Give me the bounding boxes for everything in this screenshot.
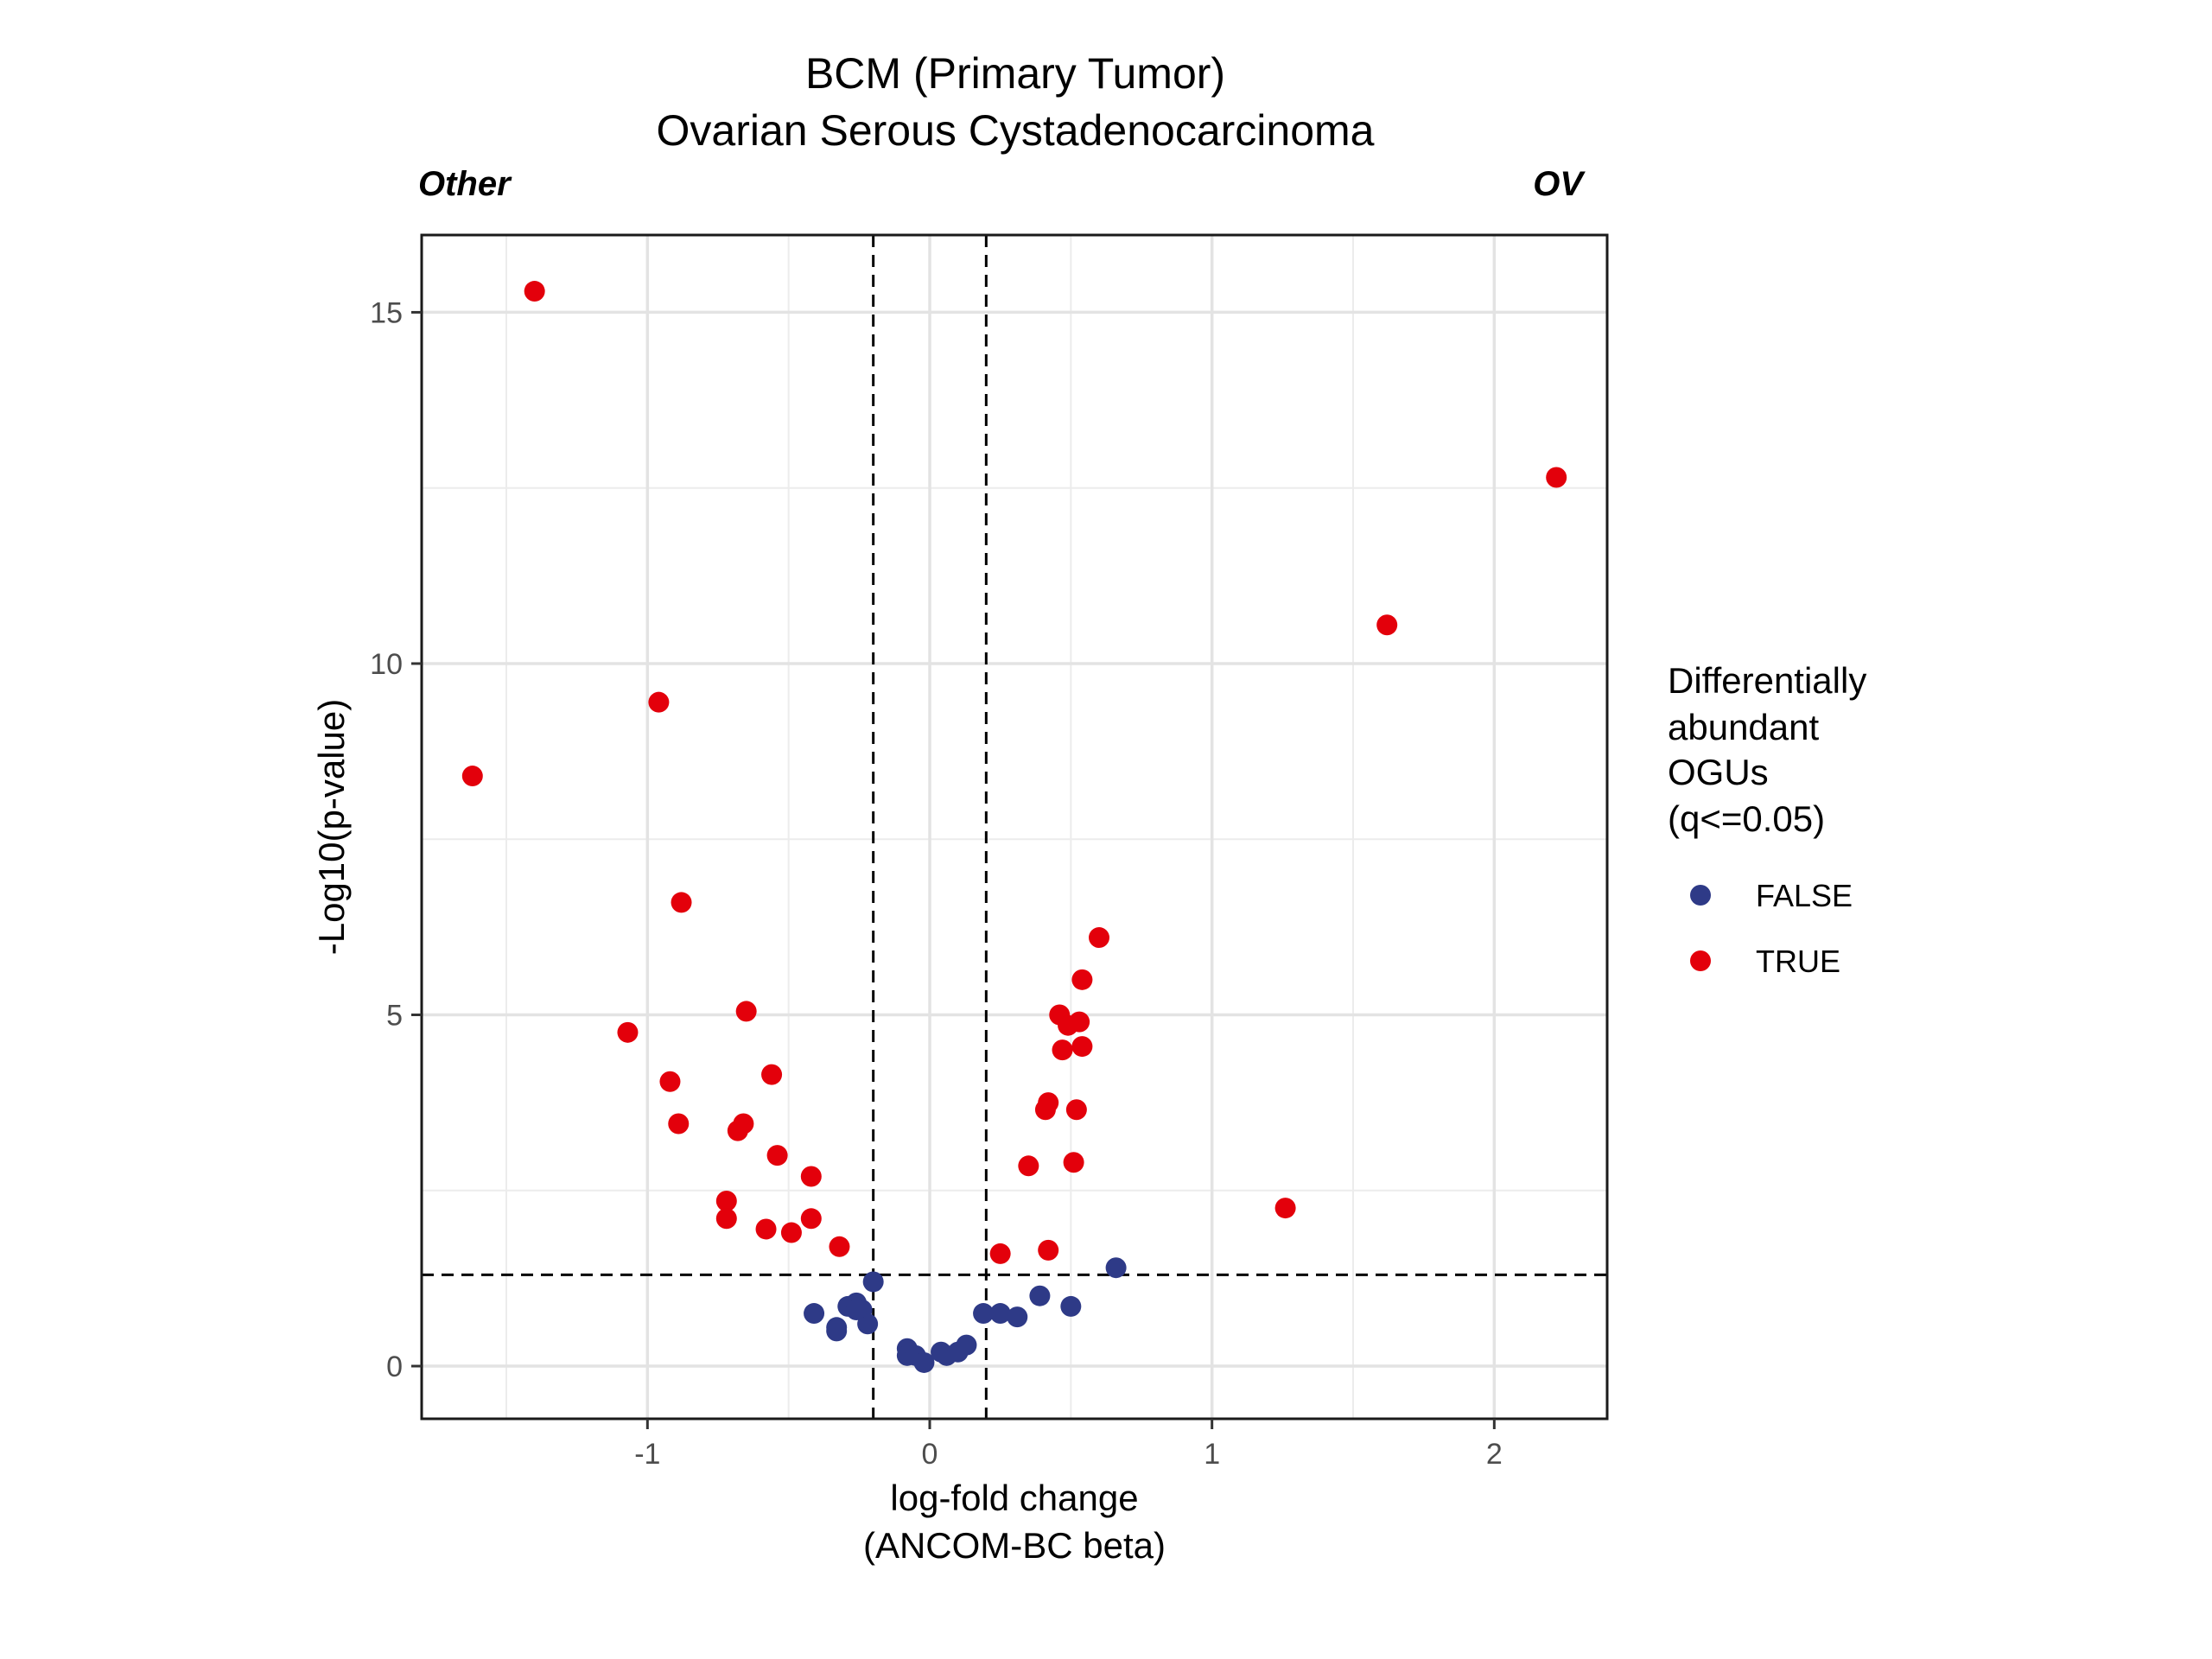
legend-title-line1: Differentially bbox=[1668, 660, 1866, 701]
y-tick-label: 15 bbox=[370, 296, 403, 329]
data-point-false bbox=[1105, 1257, 1127, 1279]
data-point-true bbox=[766, 1145, 788, 1166]
data-point-true bbox=[1034, 1099, 1056, 1121]
data-point-false bbox=[956, 1334, 977, 1356]
y-tick-label: 5 bbox=[386, 999, 403, 1032]
data-point-true bbox=[461, 766, 483, 787]
legend-title-line2: abundant bbox=[1668, 707, 1820, 747]
data-point-true bbox=[1274, 1198, 1296, 1219]
x-tick-label: -1 bbox=[634, 1438, 660, 1471]
legend: Differentially abundant OGUs (q<=0.05) F… bbox=[1668, 660, 1866, 979]
data-point-true bbox=[648, 691, 670, 713]
chart-subtitle: Ovarian Serous Cystadenocarcinoma bbox=[657, 106, 1375, 155]
data-point-true bbox=[1065, 1099, 1087, 1121]
data-point-true bbox=[1069, 1011, 1090, 1033]
data-point-false bbox=[989, 1303, 1011, 1325]
data-point-true bbox=[780, 1222, 802, 1243]
x-tick-label: 1 bbox=[1204, 1438, 1220, 1471]
x-tick-label: 2 bbox=[1486, 1438, 1503, 1471]
data-point-true bbox=[617, 1021, 639, 1043]
grid-lines bbox=[422, 235, 1607, 1419]
data-point-false bbox=[1029, 1285, 1051, 1306]
corner-label-right: OV bbox=[1533, 165, 1586, 203]
data-point-true bbox=[755, 1218, 777, 1240]
x-tick-label: 0 bbox=[922, 1438, 938, 1471]
data-point-true bbox=[761, 1064, 783, 1085]
data-point-true bbox=[715, 1208, 737, 1230]
x-axis-label-line1: log-fold change bbox=[890, 1478, 1138, 1518]
legend-title-line4: (q<=0.05) bbox=[1668, 798, 1825, 839]
corner-label-left: Other bbox=[418, 165, 512, 203]
data-point-true bbox=[1376, 614, 1398, 636]
data-point-false bbox=[846, 1299, 868, 1320]
data-point-false bbox=[913, 1351, 935, 1373]
y-axis-label: -Log10(p-value) bbox=[311, 699, 352, 956]
data-point-true bbox=[1038, 1239, 1059, 1261]
data-point-true bbox=[735, 1001, 757, 1022]
y-tick-label: 0 bbox=[386, 1351, 403, 1383]
data-point-true bbox=[524, 281, 545, 302]
data-point-false bbox=[857, 1313, 879, 1335]
data-point-true bbox=[1071, 969, 1093, 990]
threshold-lines bbox=[422, 235, 1607, 1419]
data-point-true bbox=[1089, 927, 1109, 949]
data-point-true bbox=[715, 1190, 737, 1211]
data-point-true bbox=[800, 1208, 822, 1230]
legend-key-false bbox=[1690, 885, 1711, 906]
data-point-false bbox=[826, 1320, 848, 1342]
data-point-true bbox=[1546, 467, 1567, 488]
data-point-true bbox=[1071, 1036, 1093, 1058]
plot-panel-border bbox=[420, 233, 1609, 1421]
data-point-true bbox=[989, 1243, 1011, 1264]
data-point-true bbox=[829, 1236, 850, 1257]
data-point-true bbox=[733, 1113, 754, 1135]
data-point-false bbox=[804, 1303, 825, 1325]
y-tick-label: 10 bbox=[370, 648, 403, 681]
chart-title: BCM (Primary Tumor) bbox=[805, 49, 1225, 98]
data-point-true bbox=[1052, 1039, 1073, 1061]
data-points bbox=[461, 281, 1567, 1373]
data-point-false bbox=[1007, 1306, 1028, 1328]
data-point-true bbox=[671, 892, 692, 913]
data-point-false bbox=[973, 1303, 995, 1325]
data-point-true bbox=[659, 1071, 681, 1092]
legend-label-true: TRUE bbox=[1756, 944, 1840, 979]
axis-ticks: -1 0 1 2 0 5 10 15 bbox=[370, 296, 1503, 1471]
legend-title-line3: OGUs bbox=[1668, 752, 1769, 792]
data-point-false bbox=[862, 1271, 884, 1293]
data-point-true bbox=[800, 1166, 822, 1187]
data-point-true bbox=[1018, 1155, 1039, 1177]
data-point-true bbox=[1063, 1152, 1084, 1173]
data-point-true bbox=[668, 1113, 690, 1135]
legend-key-true bbox=[1690, 950, 1711, 971]
legend-label-false: FALSE bbox=[1756, 878, 1853, 913]
data-point-false bbox=[1060, 1295, 1082, 1317]
x-axis-label-line2: (ANCOM-BC beta) bbox=[863, 1525, 1166, 1566]
